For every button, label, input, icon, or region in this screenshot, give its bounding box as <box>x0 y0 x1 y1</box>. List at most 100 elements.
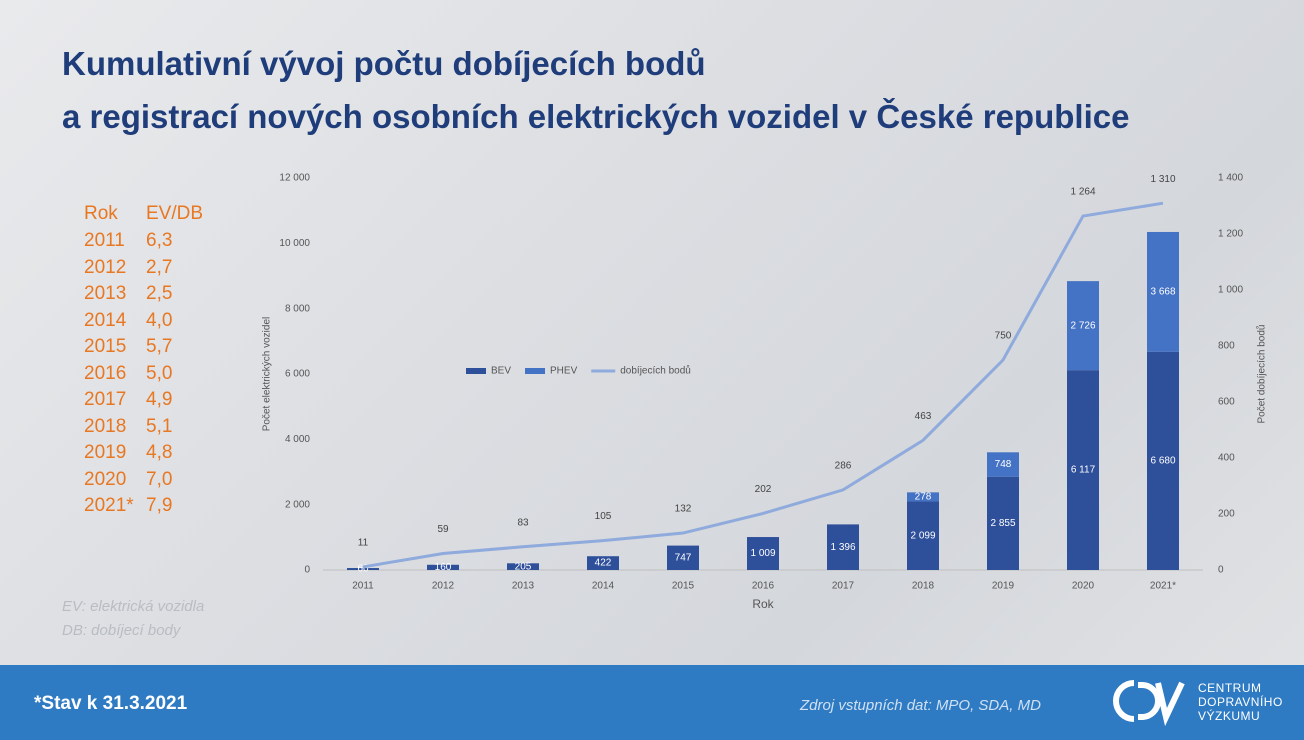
line-label: 463 <box>915 411 932 422</box>
y2-tick-label: 600 <box>1218 397 1235 408</box>
bar-label: 2 099 <box>910 530 935 541</box>
table-cell: 4,8 <box>146 442 173 463</box>
table-header: Rok <box>84 203 118 224</box>
line-label: 750 <box>995 331 1012 342</box>
slide-title: a registrací nových osobních elektrickýc… <box>62 98 1130 135</box>
y2-tick-label: 1 400 <box>1218 173 1243 184</box>
chart: Rok Počet elektrických vozidel Počet dob… <box>262 173 1268 612</box>
bar-label: 748 <box>995 459 1012 470</box>
legend-label: BEV <box>491 366 511 377</box>
line-label: 202 <box>755 484 772 495</box>
bar-label: 205 <box>515 561 532 572</box>
table-cell: 2015 <box>84 336 127 357</box>
bar <box>1147 351 1179 570</box>
x-axis-title: Rok <box>752 597 774 611</box>
bar <box>1067 370 1099 570</box>
line-label: 286 <box>835 461 852 472</box>
table-cell: 4,9 <box>146 389 173 410</box>
x-tick-label: 2018 <box>912 581 935 592</box>
table-cell: 7,0 <box>146 468 173 490</box>
logo-mark <box>1113 680 1185 727</box>
bar <box>987 452 1019 477</box>
bar <box>587 556 619 570</box>
line-label: 59 <box>437 524 449 535</box>
y-tick-label: 10 000 <box>279 238 310 249</box>
y-tick-label: 8 000 <box>285 303 310 314</box>
y2-tick-label: 800 <box>1218 341 1235 352</box>
table-cell: 2021* <box>84 495 134 516</box>
table-cell: 4,0 <box>146 309 173 331</box>
y-tick-label: 12 000 <box>279 173 310 184</box>
bar <box>1067 281 1099 371</box>
bar-label: 422 <box>595 558 612 569</box>
slide-title: Kumulativní vývoj počtu dobíjecích bodů <box>62 45 706 82</box>
bar-label: 1 009 <box>750 548 775 559</box>
bar-label: 3 668 <box>1150 287 1175 298</box>
table-header: EV/DB <box>146 203 204 224</box>
x-tick-label: 2011 <box>352 581 374 592</box>
source: Zdroj vstupních dat: MPO, SDA, MD <box>800 697 1041 714</box>
legend-label: dobíjecích bodů <box>620 365 691 377</box>
table-cell: 2017 <box>84 389 127 410</box>
table-cell: 2020 <box>84 468 127 490</box>
bar-label: 160 <box>435 562 452 573</box>
bar <box>667 545 699 570</box>
table-cell: 2011 <box>84 230 125 251</box>
table-cell: 2016 <box>84 362 127 384</box>
line-label: 1 310 <box>1150 174 1175 185</box>
line <box>362 201 1164 569</box>
bar-label: 60 <box>357 564 369 575</box>
table-cell: 2018 <box>84 415 127 437</box>
footer-note: *Stav k 31.3.2021 <box>34 693 188 714</box>
table-cell: 2014 <box>84 309 127 331</box>
table-cell: 5,1 <box>146 415 173 437</box>
legend-label: PHEV <box>550 366 578 377</box>
x-tick-label: 2012 <box>432 581 455 592</box>
line-label: 1 264 <box>1070 187 1095 198</box>
legend-swatch <box>466 368 486 374</box>
line-label: 11 <box>358 538 369 549</box>
bar <box>427 564 459 570</box>
logo-text: CENTRUM <box>1198 681 1262 695</box>
bar <box>827 524 859 570</box>
table-cell: 2019 <box>84 442 127 463</box>
bar-label: 2 726 <box>1070 320 1095 331</box>
x-tick-label: 2019 <box>992 581 1015 592</box>
table-cell: 2,5 <box>146 283 173 304</box>
logo-text: VÝZKUMU <box>1198 709 1261 723</box>
y-tick-label: 4 000 <box>285 434 310 445</box>
bar-label: 6 117 <box>1071 465 1096 476</box>
table-cell: 5,0 <box>146 362 173 384</box>
legend-swatch <box>525 368 546 374</box>
table-cell: 2012 <box>84 256 127 278</box>
table-cell: 6,3 <box>146 230 173 251</box>
x-tick-label: 2013 <box>512 581 535 592</box>
note: EV: elektrická vozidla <box>62 598 205 615</box>
x-tick-label: 2021* <box>1150 581 1176 592</box>
footer: *Stav k 31.3.2021 Zdroj vstupních dat: M… <box>0 665 1304 740</box>
x-tick-label: 2016 <box>752 581 775 592</box>
bar <box>347 568 379 570</box>
bar <box>1147 231 1179 352</box>
table-cell: 7,9 <box>146 495 173 516</box>
bar <box>907 492 939 502</box>
bar-label: 747 <box>675 552 692 563</box>
y-axis-title: Počet elektrických vozidel <box>262 317 273 432</box>
table-cell: 2,7 <box>146 256 173 278</box>
y2-tick-label: 200 <box>1218 509 1235 520</box>
line-label: 83 <box>517 517 529 528</box>
x-tick-label: 2015 <box>672 581 695 592</box>
bar <box>987 476 1019 570</box>
bar-label: 1 396 <box>830 542 855 553</box>
x-tick-label: 2020 <box>1072 581 1095 592</box>
table-cell: 5,7 <box>146 336 173 357</box>
line-label: 132 <box>675 504 692 515</box>
y2-tick-label: 1 000 <box>1218 285 1243 296</box>
bar-label: 278 <box>915 492 932 503</box>
bar <box>747 537 779 570</box>
y2-axis-title: Počet dobíjecích bodů <box>1256 325 1268 424</box>
bar-label: 6 680 <box>1150 456 1175 467</box>
x-tick-label: 2014 <box>592 581 615 592</box>
y2-tick-label: 0 <box>1218 565 1224 576</box>
